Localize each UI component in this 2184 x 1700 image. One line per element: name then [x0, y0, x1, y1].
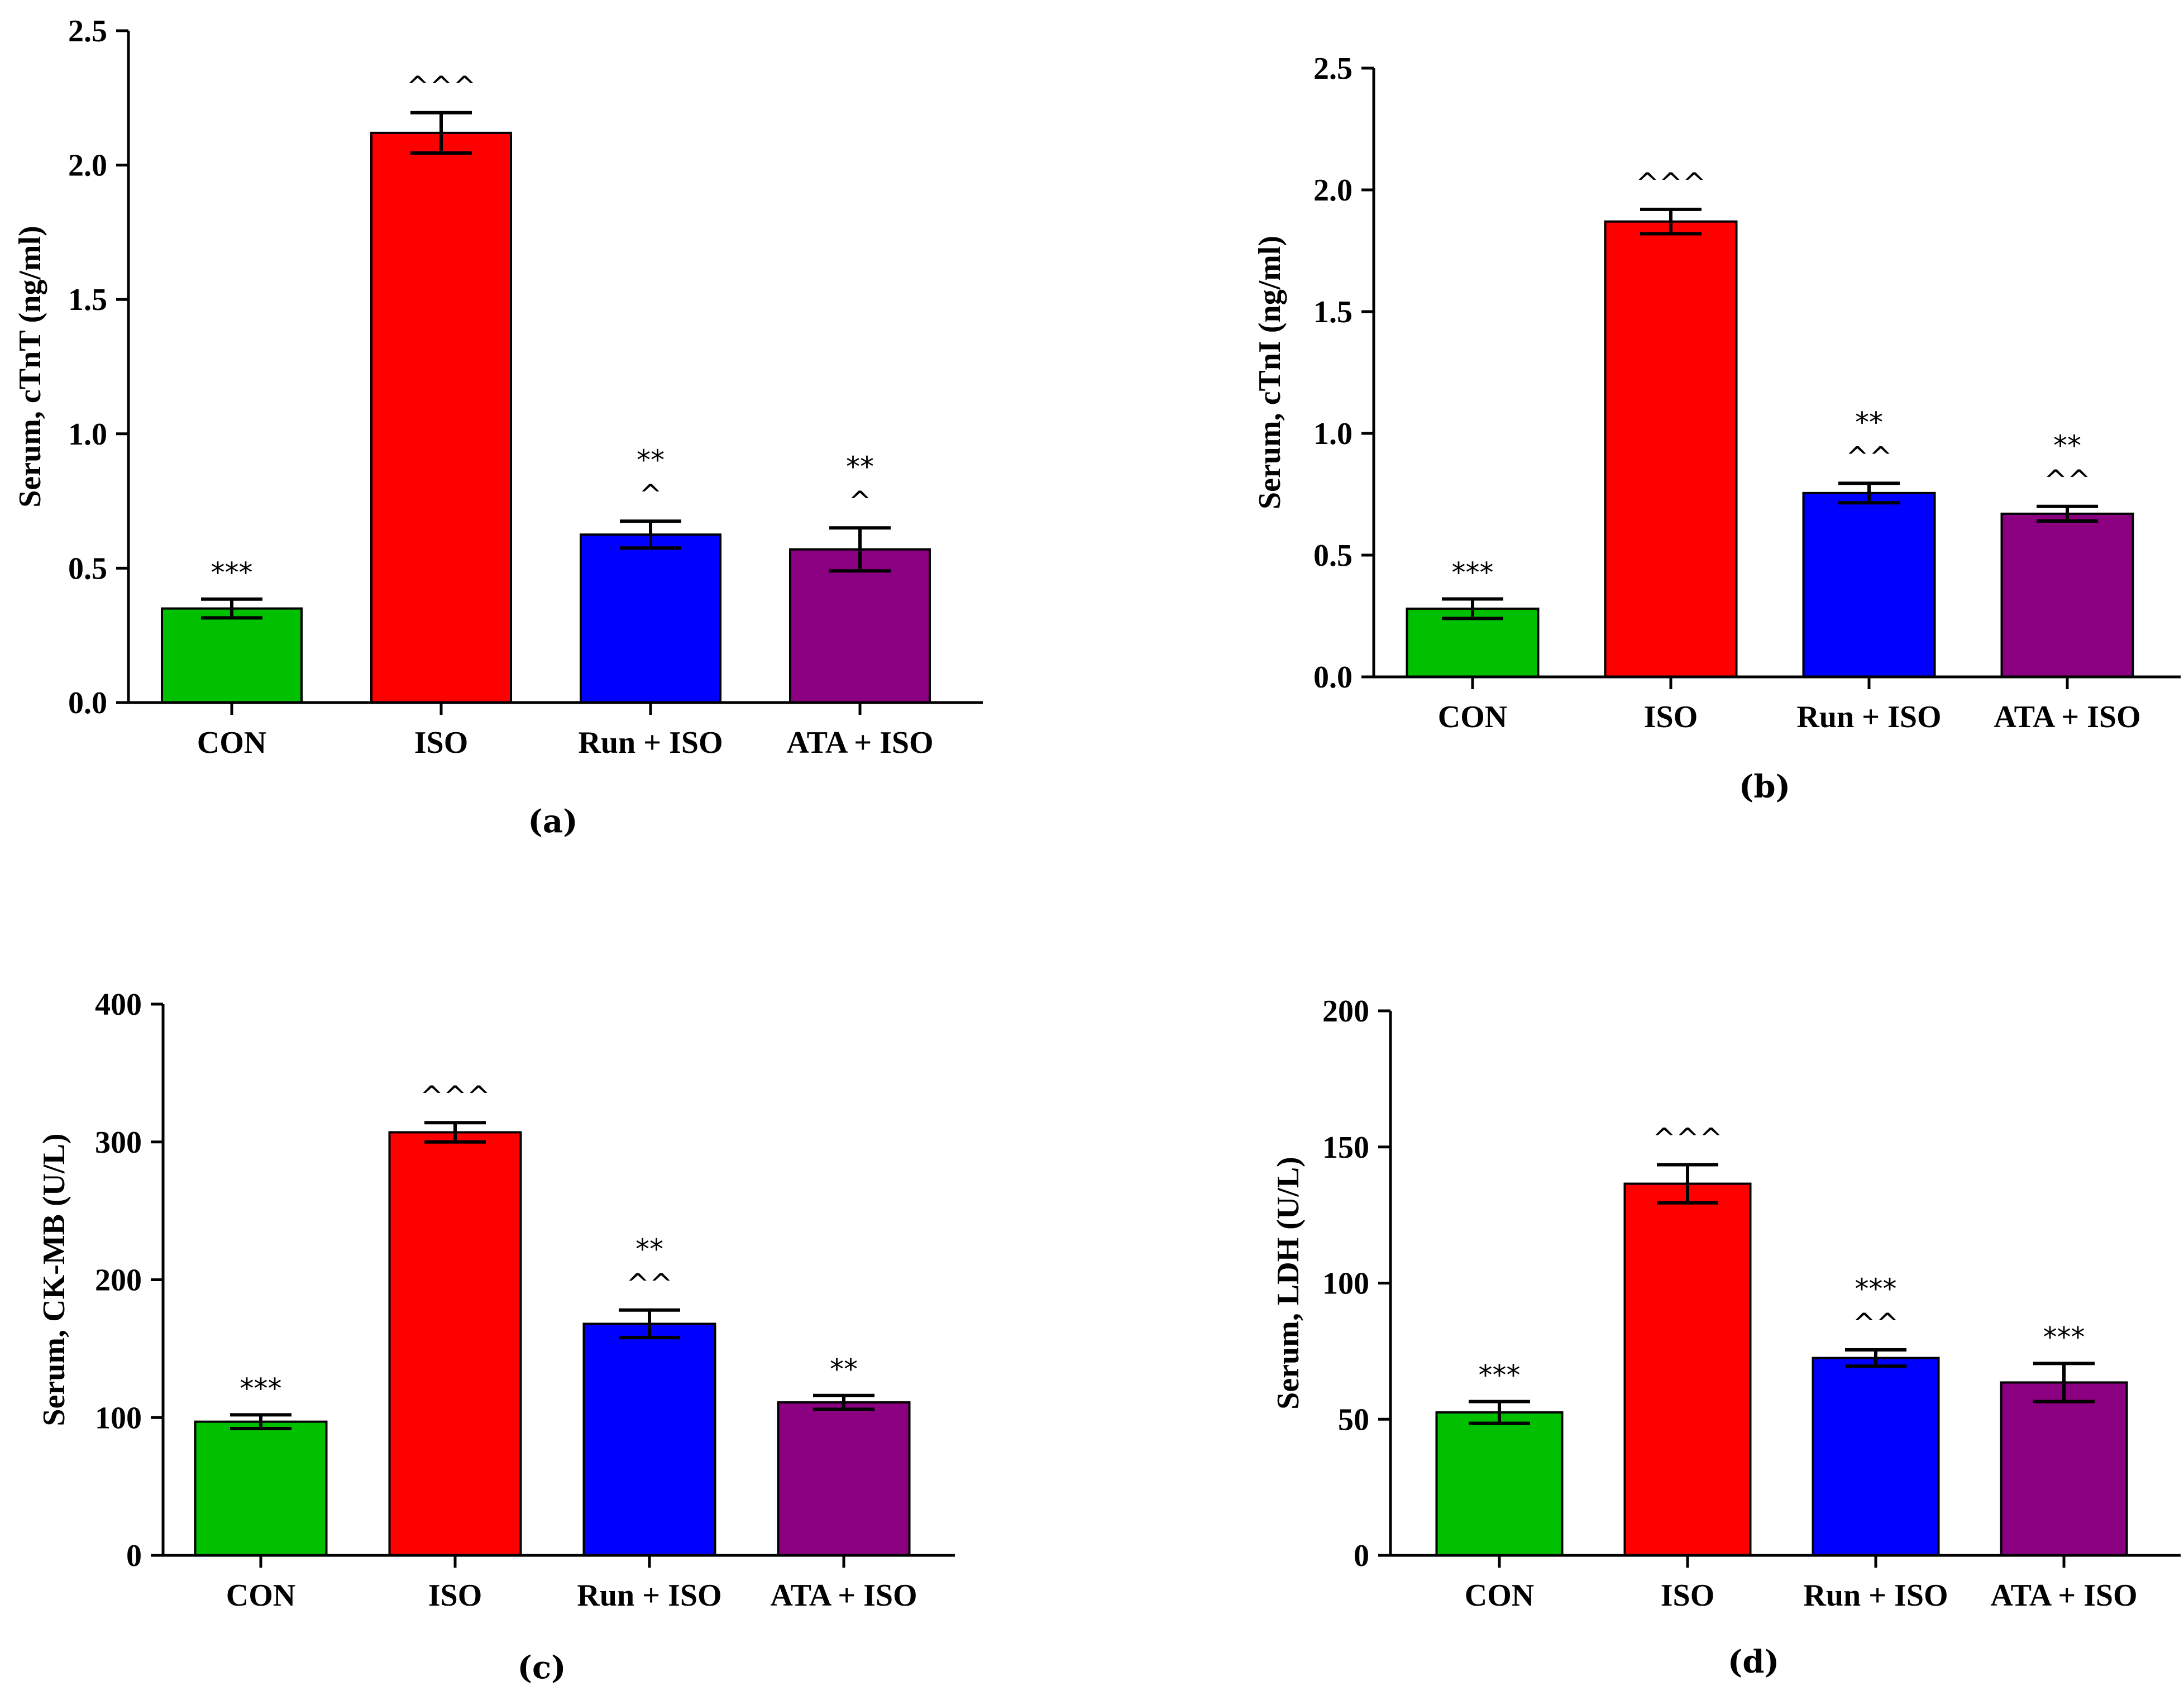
bar-1	[1623, 1182, 1752, 1556]
significance-mark: ^	[639, 479, 662, 511]
significance-mark: ***	[1452, 556, 1494, 589]
category-label: Run + ISO	[1803, 1578, 1948, 1613]
bar-3	[2000, 1381, 2128, 1556]
significance-mark: **	[637, 444, 665, 476]
category-label: Run + ISO	[577, 1578, 721, 1613]
significance-mark: ***	[1855, 1273, 1897, 1305]
y-tick-label: 1.0	[1313, 417, 1353, 451]
significance-mark: ***	[240, 1372, 282, 1405]
bar-1	[370, 131, 512, 704]
significance-mark: **	[1855, 406, 1883, 438]
bar-3	[777, 1401, 911, 1556]
significance-mark: ***	[2043, 1321, 2085, 1353]
category-label: ATA + ISO	[770, 1578, 917, 1613]
panel-c: ***CON^^^ISO**^^Run + ISO**ATA + ISO0100…	[37, 987, 955, 1686]
significance-mark: ^^^	[420, 1080, 490, 1112]
y-tick-label: 2.0	[1313, 173, 1353, 208]
y-tick-label: 200	[95, 1263, 142, 1298]
panel-d: ***CON^^^ISO***^^Run + ISO***ATA + ISO05…	[1271, 994, 2181, 1680]
panel-caption: (a)	[528, 803, 577, 840]
significance-mark: ^^^	[1652, 1122, 1723, 1154]
y-tick-label: 0.0	[68, 686, 107, 720]
bar-2	[1812, 1357, 1940, 1556]
panel-b: ***CON^^^ISO**^^Run + ISO**^^ATA + ISO0.…	[1253, 51, 2181, 805]
panel-caption: (c)	[517, 1649, 566, 1686]
y-tick-label: 2.0	[68, 149, 107, 183]
y-tick-label: 50	[1338, 1402, 1369, 1437]
y-axis-label: Serum, cTnI (ng/ml)	[1253, 236, 1287, 509]
category-label: ISO	[414, 725, 469, 760]
bar-2	[580, 533, 721, 704]
y-tick-label: 2.5	[1313, 51, 1353, 86]
category-label: ATA + ISO	[1990, 1578, 2137, 1613]
bar-2	[1802, 491, 1936, 678]
significance-mark: ^^^	[1636, 167, 1706, 199]
category-label: ISO	[1661, 1578, 1715, 1613]
significance-mark: ***	[1479, 1359, 1521, 1392]
bar-1	[1604, 220, 1738, 678]
significance-mark: **	[830, 1353, 858, 1386]
significance-mark: ^^^	[406, 70, 476, 103]
panel-a: ***CON^^^ISO**^Run + ISO**^ATA + ISO0.00…	[13, 14, 983, 840]
y-tick-label: 400	[95, 987, 142, 1022]
y-tick-label: 0.5	[1313, 538, 1353, 573]
y-tick-label: 300	[95, 1125, 142, 1160]
category-label: ATA + ISO	[786, 725, 933, 760]
significance-mark: ^^	[2044, 464, 2091, 496]
y-tick-label: 0	[126, 1539, 142, 1573]
panel-caption: (b)	[1739, 768, 1790, 805]
y-tick-label: 0.5	[68, 551, 107, 586]
category-label: CON	[1465, 1578, 1534, 1613]
y-tick-label: 150	[1322, 1130, 1369, 1165]
y-tick-label: 200	[1322, 994, 1369, 1029]
category-label: Run + ISO	[1796, 700, 1941, 734]
bar-2	[582, 1322, 716, 1556]
category-label: ISO	[1644, 700, 1698, 734]
bar-0	[194, 1420, 328, 1557]
category-label: Run + ISO	[578, 725, 723, 760]
y-axis-label: Serum, cTnT (ng/ml)	[13, 226, 47, 508]
y-tick-label: 0	[1354, 1539, 1369, 1573]
panel-caption: (d)	[1728, 1644, 1779, 1680]
bar-3	[789, 548, 931, 704]
category-label: ATA + ISO	[1994, 700, 2140, 734]
significance-mark: **	[635, 1233, 663, 1266]
bar-0	[161, 607, 303, 704]
significance-mark: ^^	[1852, 1307, 1899, 1340]
y-tick-label: 100	[95, 1401, 142, 1435]
significance-mark: ***	[211, 557, 253, 589]
significance-mark: **	[846, 451, 874, 483]
category-label: CON	[226, 1578, 295, 1613]
significance-mark: ^	[848, 485, 872, 518]
y-tick-label: 1.5	[1313, 295, 1353, 330]
y-tick-label: 0.0	[1313, 660, 1353, 695]
y-axis-label: Serum, CK-MB (U/L)	[37, 1133, 71, 1426]
category-label: ISO	[428, 1578, 482, 1613]
category-label: CON	[1438, 700, 1507, 734]
bar-0	[1435, 1411, 1564, 1556]
y-tick-label: 1.0	[68, 417, 107, 452]
y-axis-label: Serum, LDH (U/L)	[1271, 1157, 1306, 1410]
bar-3	[2000, 512, 2134, 678]
y-tick-label: 1.5	[68, 283, 107, 317]
category-label: CON	[197, 725, 266, 760]
y-tick-label: 100	[1322, 1267, 1369, 1301]
significance-mark: ^^	[626, 1268, 673, 1300]
significance-mark: **	[2053, 429, 2081, 462]
y-tick-label: 2.5	[68, 14, 107, 49]
bar-1	[388, 1131, 522, 1557]
significance-mark: ^^	[1846, 441, 1893, 473]
